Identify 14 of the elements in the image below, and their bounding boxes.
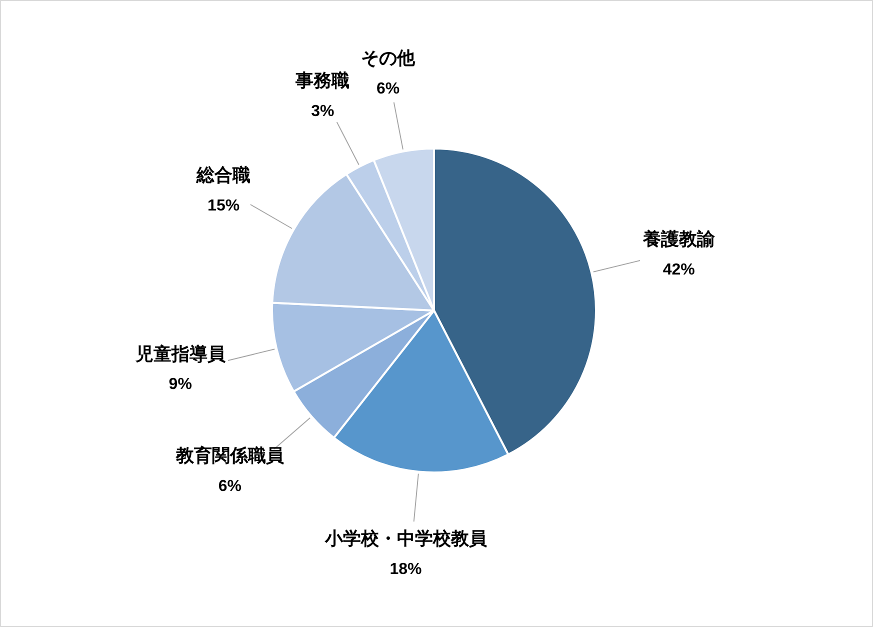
data-label: 18% <box>390 560 422 578</box>
data-label: 6% <box>376 80 400 98</box>
data-label: 15% <box>208 197 240 214</box>
slice-label: 児童指導員 <box>134 344 226 364</box>
data-label: 6% <box>218 478 242 496</box>
data-label: 9% <box>168 376 192 394</box>
data-label: 3% <box>311 102 334 120</box>
slice-label: 事務職 <box>294 70 350 90</box>
slice-label: 小学校・中学校教員 <box>324 528 488 548</box>
slice-label: 養護教諭 <box>642 229 716 250</box>
slice-label: 総合職 <box>196 164 251 185</box>
data-label: 42% <box>662 262 695 279</box>
slice-label: その他 <box>361 48 416 68</box>
slice-label: 教育関係職員 <box>174 444 285 466</box>
